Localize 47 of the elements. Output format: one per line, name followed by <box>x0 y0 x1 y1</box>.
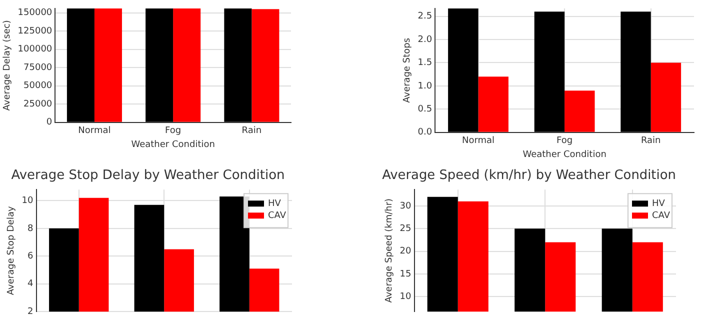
legend-label: HV <box>652 198 666 209</box>
y-tick-label: 15 <box>400 269 412 280</box>
y-axis-title: Average Speed (km/hr) <box>384 198 395 303</box>
y-tick-label: 2.0 <box>418 34 432 45</box>
y-tick-label: 125000 <box>18 26 52 36</box>
y-tick-label: 25000 <box>24 99 52 110</box>
legend-label: CAV <box>652 210 671 221</box>
y-tick-label: 6 <box>28 251 34 262</box>
y-tick-label: 8 <box>28 224 34 234</box>
y-tick-label: 0.5 <box>418 104 432 115</box>
y-tick-label: 2 <box>28 306 34 317</box>
y-axis-title: Average Stop Delay <box>6 205 17 296</box>
y-tick-label: 4 <box>28 279 34 290</box>
y-axis-title: Average Stops <box>402 38 413 103</box>
y-tick-label: 30 <box>400 201 412 212</box>
y-tick-label: 0 <box>46 118 52 128</box>
y-tick-label: 50000 <box>24 81 52 92</box>
y-tick-label: 1.5 <box>418 58 432 68</box>
y-tick-label: 0.0 <box>418 128 432 138</box>
chart-title: Average Stop Delay by Weather Condition <box>11 168 285 184</box>
y-tick-label: 100000 <box>18 44 52 55</box>
y-tick-label: 25 <box>400 224 412 234</box>
bar <box>564 90 595 132</box>
y-tick-label: 10 <box>22 196 34 206</box>
y-tick-label: 75000 <box>24 62 52 73</box>
x-tick-label: Rain <box>242 126 262 136</box>
y-tick-label: 1.0 <box>418 81 432 92</box>
legend-label: CAV <box>268 210 287 221</box>
bar <box>448 8 478 132</box>
x-axis-title: Weather Condition <box>131 140 215 150</box>
x-tick-label: Normal <box>78 126 111 136</box>
bar <box>650 62 682 132</box>
x-tick-label: Fog <box>556 136 573 146</box>
x-tick-label: Normal <box>462 136 495 146</box>
x-axis-title: Weather Condition <box>522 150 606 160</box>
y-tick-label: 20 <box>400 246 412 257</box>
bar <box>478 76 508 132</box>
x-tick-label: Fog <box>165 126 182 136</box>
y-axis-title: Average Delay (sec) <box>2 20 13 111</box>
y-tick-label: 2.5 <box>418 12 432 22</box>
legend-label: HV <box>268 198 282 209</box>
bar <box>620 12 651 132</box>
bar <box>534 12 565 132</box>
x-tick-label: Rain <box>640 136 661 146</box>
y-tick-label: 150000 <box>18 8 52 18</box>
y-tick-label: 10 <box>400 292 412 302</box>
chart-title: Average Speed (km/hr) by Weather Condition <box>382 168 676 184</box>
